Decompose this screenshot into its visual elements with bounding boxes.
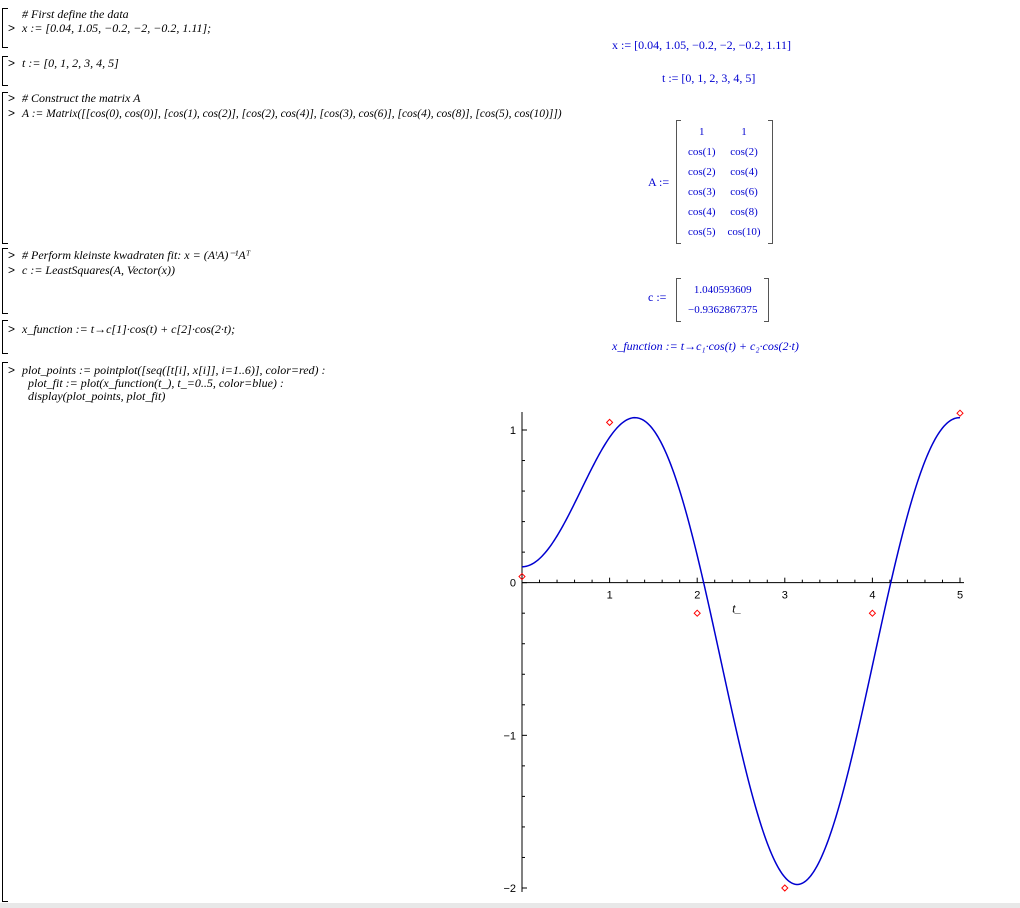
prompt-symbol: > [8,322,16,336]
input-line[interactable]: > # Perform kleinste kwadraten fit: x = (… [8,249,250,262]
execution-group-bracket[interactable] [2,248,8,314]
matrix-cell: cos(3) [688,186,716,198]
vector-output: 1.040593609 −0.9362867375 [676,278,770,322]
y-tick-label: 0 [510,578,516,590]
input-line[interactable]: > x := [0.04, 1.05, −0.2, −2, −0.2, 1.11]… [8,22,211,35]
prompt-symbol: > [8,363,16,377]
command-text[interactable]: plot_points := pointplot([seq([t[i], x[i… [22,363,326,377]
command-text[interactable]: A := Matrix([[cos(0), cos(0)], [cos(1), … [22,108,562,120]
matrix-cell: cos(10) [727,226,761,238]
command-text[interactable]: t := [0, 1, 2, 3, 4, 5] [22,56,119,70]
matrix-cell: cos(6) [730,186,758,198]
data-point [956,409,964,417]
fit-curve [521,416,961,886]
command-text[interactable]: x := [0.04, 1.05, −0.2, −2, −0.2, 1.11]; [22,21,212,35]
matrix-label: A := [648,175,670,189]
command-text[interactable]: plot_fit := plot(x_function(t_), t_=0..5… [28,376,284,390]
input-line[interactable]: > c := LeastSquares(A, Vector(x)) [8,264,175,277]
y-tick-label: −1 [503,730,516,742]
prompt-symbol: > [8,106,16,120]
matrix-cell: cos(8) [730,206,758,218]
matrix-row: cos(4) cos(8) [682,202,767,222]
x-tick-label: 5 [957,590,963,602]
matrix-cell: cos(4) [730,166,758,178]
output-x-function: x_function := t→c₁·cos(t) + c₂·cos(2·t) [612,339,799,353]
matrix-cell: 1 [699,126,705,138]
comment-text[interactable]: # Perform kleinste kwadraten fit: x = (A… [22,248,251,262]
horizontal-scrollbar[interactable] [0,903,1020,908]
matrix-cell: cos(5) [688,226,716,238]
matrix-row: cos(3) cos(6) [682,182,767,202]
data-point [781,884,789,892]
input-line[interactable]: > t := [0, 1, 2, 3, 4, 5] [8,57,119,70]
data-point [518,572,526,581]
execution-group-bracket[interactable] [2,92,8,244]
y-tick-label: 1 [510,425,516,437]
comment-line[interactable]: # First define the data [22,7,129,21]
matrix-cell: cos(2) [730,146,758,158]
x-tick-label: 2 [694,590,700,602]
input-line[interactable]: > plot_points := pointplot([seq([t[i], x[… [8,364,326,377]
x-tick-label: 3 [782,590,788,602]
prompt-symbol: > [8,21,16,35]
command-text[interactable]: x_function := t→c[1]·cos(t) + c[2]·cos(2… [22,322,236,336]
matrix-row: cos(5) cos(10) [682,222,767,242]
output-x: x := [0.04, 1.05, −0.2, −2, −0.2, 1.11] [612,38,791,52]
output-t: t := [0, 1, 2, 3, 4, 5] [662,71,756,85]
matrix-cell: 1 [741,126,747,138]
vector-cell: −0.9362867375 [688,304,758,316]
data-point [605,418,614,427]
prompt-symbol: > [8,248,16,262]
command-text[interactable]: c := LeastSquares(A, Vector(x)) [22,263,175,277]
input-line[interactable]: > # Construct the matrix A [8,92,140,105]
vector-label: c := [648,290,667,304]
vector-cell: 1.040593609 [693,284,752,296]
plot-output[interactable]: 1 2 3 4 5 1 0 −1 −2 t_ [490,400,980,900]
x-axis-label: t_ [732,604,741,616]
execution-group-bracket[interactable] [2,362,8,902]
data-point [693,609,701,617]
matrix-output: 1 1 cos(1) cos(2) cos(2) cos(4) cos(3) cos(6) co… [676,120,773,244]
matrix-cell: cos(1) [688,146,716,158]
input-line[interactable]: > A := Matrix([[cos(0), cos(0)], [cos(1),… [8,107,562,121]
matrix-cell: cos(2) [688,166,716,178]
prompt-symbol: > [8,56,16,70]
input-line[interactable]: > x_function := t→c[1]·cos(t) + c[2]·cos(… [8,323,235,336]
matrix-row: cos(2) cos(4) [682,162,767,182]
matrix-row: cos(1) cos(2) [682,142,767,162]
prompt-symbol: > [8,263,16,277]
x-tick-label: 1 [607,590,613,602]
execution-group-bracket[interactable] [2,8,8,48]
x-tick-label: 4 [869,590,875,602]
data-point [868,609,877,617]
prompt-symbol: > [8,91,16,105]
comment-text[interactable]: # Construct the matrix A [22,91,141,105]
command-text[interactable]: display(plot_points, plot_fit) [28,389,166,403]
matrix-cell: cos(4) [688,206,716,218]
y-tick-label: −2 [503,883,516,895]
execution-group-bracket[interactable] [2,320,8,354]
execution-group-bracket[interactable] [2,56,8,86]
